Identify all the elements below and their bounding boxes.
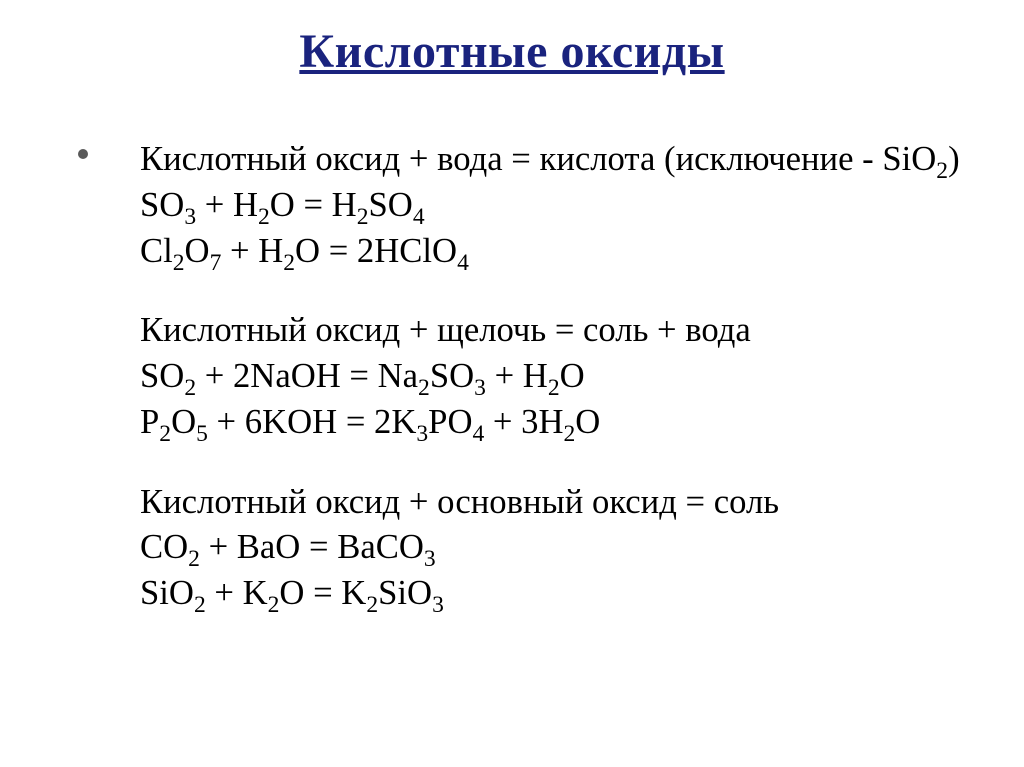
equation-line: SiO2 + K2O = K2SiO3 [140,571,960,617]
equation-line: SO3 + H2O = H2SO4 [140,183,960,229]
equation-line: Кислотный оксид + щелочь = соль + вода [140,308,960,354]
slide: Кислотные оксиды Кислотный оксид + вода … [0,0,1024,767]
slide-title: Кислотные оксиды [60,24,964,79]
equation-line: P2O5 + 6KOH = 2K3PO4 + 3H2O [140,400,960,446]
equation-line: Cl2O7 + H2O = 2HClO4 [140,229,960,275]
paragraph-gap [140,274,960,308]
equation-line: Кислотный оксид + вода = кислота (исключ… [140,137,960,183]
equation-line: Кислотный оксид + основный оксид = соль [140,480,960,526]
bullet-icon [78,149,88,159]
paragraph-gap [140,446,960,480]
content-row: Кислотный оксид + вода = кислота (исключ… [60,137,964,617]
equation-line: SO2 + 2NaOH = Na2SO3 + H2O [140,354,960,400]
body-text: Кислотный оксид + вода = кислота (исключ… [140,137,960,617]
equation-line: CO2 + BaO = BaCO3 [140,525,960,571]
